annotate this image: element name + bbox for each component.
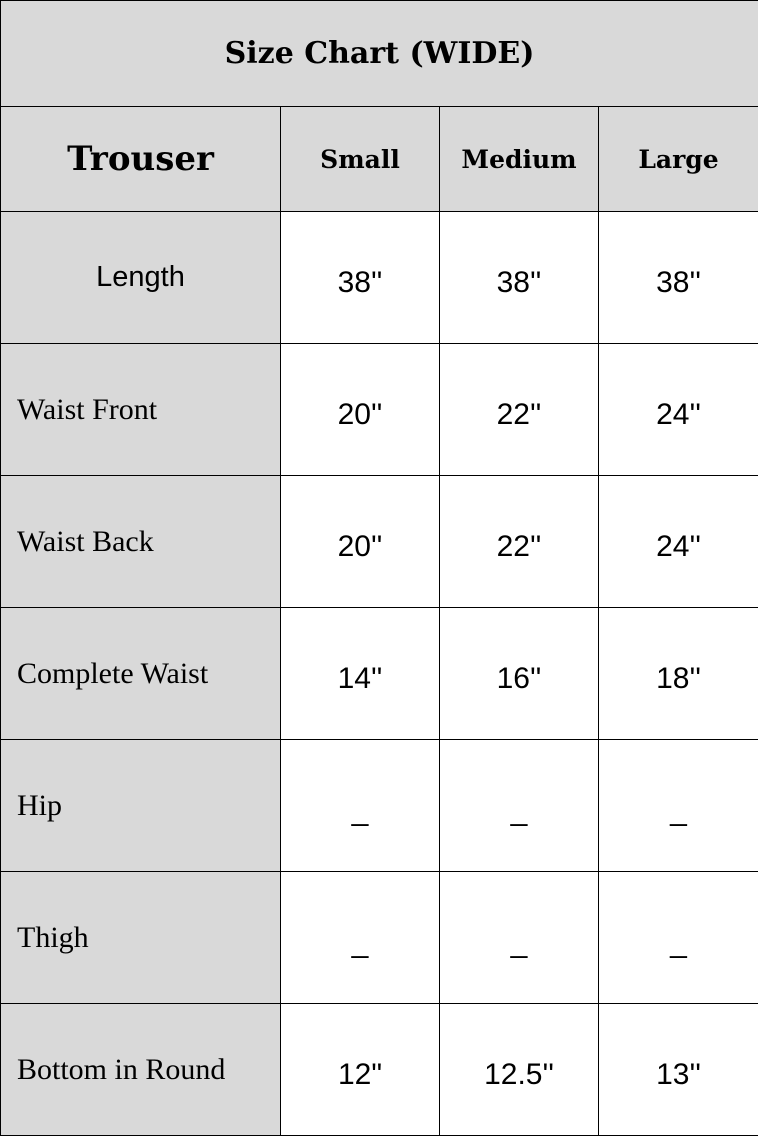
size-value: 22'' — [440, 344, 599, 476]
size-value: 20'' — [281, 476, 440, 608]
size-value: 38'' — [440, 212, 599, 344]
table-row: Hip___ — [1, 740, 758, 872]
size-value: _ — [440, 740, 599, 872]
row-label: Waist Back — [1, 476, 281, 608]
size-value: 38'' — [281, 212, 440, 344]
size-value: 16'' — [440, 608, 599, 740]
size-value: 24'' — [599, 476, 758, 608]
size-value: 13'' — [599, 1004, 758, 1136]
size-value: 38'' — [599, 212, 758, 344]
size-value: 18'' — [599, 608, 758, 740]
row-label: Complete Waist — [1, 608, 281, 740]
header-row: Trouser Small Medium Large — [1, 107, 758, 212]
table-title: Size Chart (WIDE) — [1, 1, 758, 107]
table-row: Thigh___ — [1, 872, 758, 1004]
size-value: _ — [440, 872, 599, 1004]
header-small: Small — [281, 107, 440, 212]
size-value: _ — [599, 872, 758, 1004]
size-value: 22'' — [440, 476, 599, 608]
size-value: 24'' — [599, 344, 758, 476]
row-label: Thigh — [1, 872, 281, 1004]
header-large: Large — [599, 107, 758, 212]
size-value: 20'' — [281, 344, 440, 476]
row-label: Waist Front — [1, 344, 281, 476]
size-value: 12.5'' — [440, 1004, 599, 1136]
size-value: _ — [599, 740, 758, 872]
header-medium: Medium — [440, 107, 599, 212]
size-value: 14'' — [281, 608, 440, 740]
size-value: _ — [281, 872, 440, 1004]
row-label: Hip — [1, 740, 281, 872]
size-value: 12" — [281, 1004, 440, 1136]
size-value: _ — [281, 740, 440, 872]
row-label: Length — [1, 212, 281, 344]
row-label: Bottom in Round — [1, 1004, 281, 1136]
header-trouser: Trouser — [1, 107, 281, 212]
